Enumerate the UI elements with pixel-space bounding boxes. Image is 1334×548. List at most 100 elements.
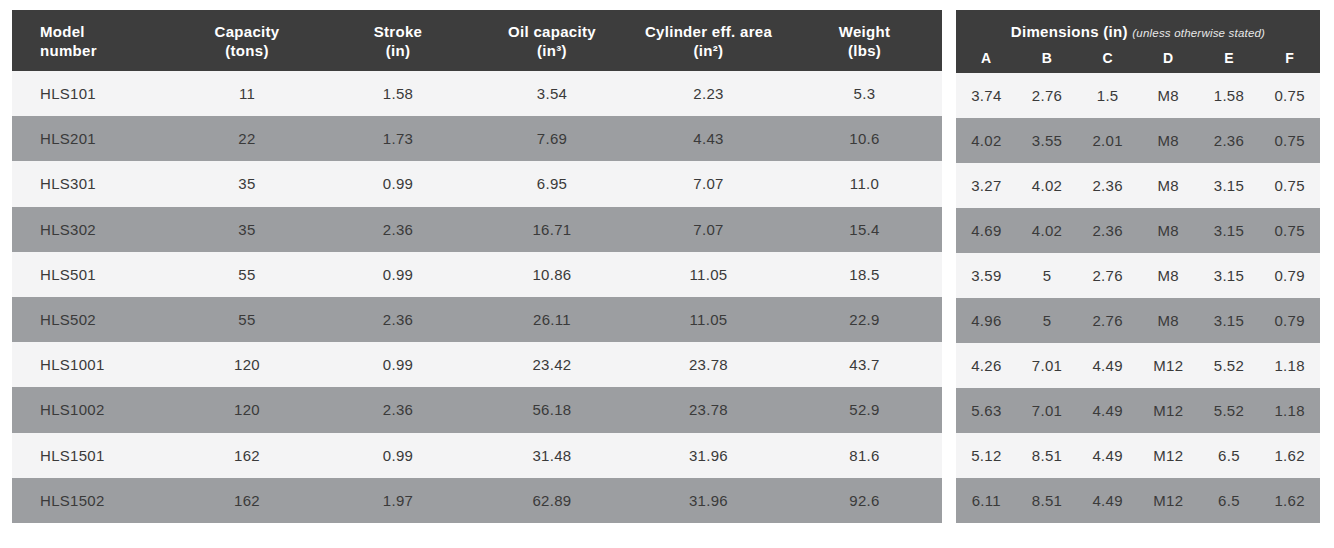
dimensions-row-cell: 0.79 [1259,253,1320,298]
spec-row: HLS101111.583.542.235.3 [12,71,942,116]
header-line1: Cylinder eff. area [630,22,787,41]
spec-row-cell: 3.54 [474,71,630,116]
spec-row-cell: 52.9 [787,387,942,432]
spec-row-cell: 162 [172,433,322,478]
spec-row-cell: 55 [172,297,322,342]
dimensions-row-cell: 2.01 [1077,118,1138,163]
spec-sheet: Model number Capacity (tons) Stroke (in)… [12,10,1320,523]
spec-row-cell: 11 [172,71,322,116]
dimensions-title-note: (unless otherwise stated) [1132,27,1265,39]
column-header-dim-a: A [956,42,1017,73]
spec-row: HLS15011620.9931.4831.9681.6 [12,433,942,478]
header-line1: Capacity [172,22,322,41]
dimensions-row-cell: 7.01 [1017,388,1078,433]
dimensions-row-cell: 3.59 [956,253,1017,298]
dimensions-row: 4.267.014.49M125.521.18 [956,343,1320,388]
dimensions-row-cell: M8 [1138,118,1199,163]
dimensions-row-cell: 3.55 [1017,118,1078,163]
spec-row-cell: 31.96 [630,433,787,478]
spec-row-cell: 0.99 [322,252,474,297]
dimensions-row: 4.694.022.36M83.150.75 [956,208,1320,253]
spec-row-cell: 55 [172,252,322,297]
dimensions-row-cell: 4.49 [1077,478,1138,523]
spec-row-cell: 11.0 [787,161,942,206]
dimensions-table-body: 3.742.761.5M81.580.754.023.552.01M82.360… [956,73,1320,523]
column-header-dim-c: C [1077,42,1138,73]
dimensions-row-cell: 7.01 [1017,343,1078,388]
spec-row-cell: 11.05 [630,297,787,342]
dimensions-row: 6.118.514.49M126.51.62 [956,478,1320,523]
dimensions-row-cell: 1.5 [1077,73,1138,118]
dimensions-row-cell: 3.15 [1199,253,1260,298]
spec-row-cell: 15.4 [787,207,942,252]
dimensions-row-cell: 5 [1017,298,1078,343]
spec-row-cell: 7.69 [474,116,630,161]
spec-row-cell: 81.6 [787,433,942,478]
spec-row-cell: 22 [172,116,322,161]
dimensions-row-cell: 1.62 [1259,478,1320,523]
dimensions-row-cell: 2.76 [1077,298,1138,343]
dimensions-row-cell: 1.58 [1199,73,1260,118]
specifications-table-header: Model number Capacity (tons) Stroke (in)… [12,10,942,71]
spec-row-cell: 22.9 [787,297,942,342]
spec-row-cell: 35 [172,161,322,206]
dimensions-row-cell: 0.75 [1259,163,1320,208]
spec-row-cell: 6.95 [474,161,630,206]
dimensions-row: 4.9652.76M83.150.79 [956,298,1320,343]
spec-row-cell: 23.78 [630,342,787,387]
dimensions-row-cell: 4.96 [956,298,1017,343]
dimensions-row-cell: 2.36 [1077,163,1138,208]
dimensions-row-cell: 3.74 [956,73,1017,118]
column-header-dim-b: B [1017,42,1078,73]
spec-row: HLS10011200.9923.4223.7843.7 [12,342,942,387]
dimensions-row-cell: M12 [1138,343,1199,388]
spec-row-cell: 26.11 [474,297,630,342]
header-line1: Stroke [322,22,474,41]
spec-row-cell: HLS302 [12,207,172,252]
dimensions-row-cell: 2.76 [1077,253,1138,298]
spec-row-cell: 120 [172,387,322,432]
header-line2: (in³) [474,41,630,60]
spec-row-cell: 62.89 [474,478,630,523]
dimensions-row-cell: M12 [1138,433,1199,478]
column-header-weight: Weight (lbs) [787,10,942,71]
spec-row-cell: 0.99 [322,342,474,387]
dimensions-title: Dimensions (in) (unless otherwise stated… [956,10,1320,42]
spec-row: HLS301350.996.957.0711.0 [12,161,942,206]
spec-row-cell: 0.99 [322,433,474,478]
dimensions-row-cell: 3.15 [1199,298,1260,343]
spec-row-cell: 120 [172,342,322,387]
spec-row-cell: HLS502 [12,297,172,342]
spec-row-cell: 1.97 [322,478,474,523]
spec-row-cell: 162 [172,478,322,523]
spec-row-cell: HLS101 [12,71,172,116]
spec-row-cell: HLS201 [12,116,172,161]
specifications-table: Model number Capacity (tons) Stroke (in)… [12,10,942,523]
spec-row-cell: 4.43 [630,116,787,161]
spec-row-cell: 2.36 [322,387,474,432]
dimensions-row-cell: 5.52 [1199,343,1260,388]
header-line2: (tons) [172,41,322,60]
dimensions-row: 3.5952.76M83.150.79 [956,253,1320,298]
header-line1: Model [40,22,172,41]
spec-row-cell: 2.36 [322,297,474,342]
column-header-model-number: Model number [12,10,172,71]
dimensions-row-cell: M8 [1138,298,1199,343]
dimensions-row-cell: 4.26 [956,343,1017,388]
spec-row-cell: 7.07 [630,161,787,206]
header-line2: (in) [322,41,474,60]
spec-row-cell: 92.6 [787,478,942,523]
dimensions-row-cell: 6.5 [1199,478,1260,523]
column-header-dim-d: D [1138,42,1199,73]
dimensions-row-cell: 3.15 [1199,208,1260,253]
dimensions-title-text: Dimensions (in) [1011,23,1128,40]
header-line2: (in²) [630,41,787,60]
dimensions-row-cell: 6.5 [1199,433,1260,478]
dimensions-row-cell: 4.49 [1077,433,1138,478]
dimensions-row: 4.023.552.01M82.360.75 [956,118,1320,163]
dimensions-row-cell: 2.36 [1199,118,1260,163]
spec-row: HLS10021202.3656.1823.7852.9 [12,387,942,432]
dimensions-row-cell: 4.49 [1077,343,1138,388]
dimensions-row-cell: 1.18 [1259,343,1320,388]
spec-row-cell: 2.23 [630,71,787,116]
